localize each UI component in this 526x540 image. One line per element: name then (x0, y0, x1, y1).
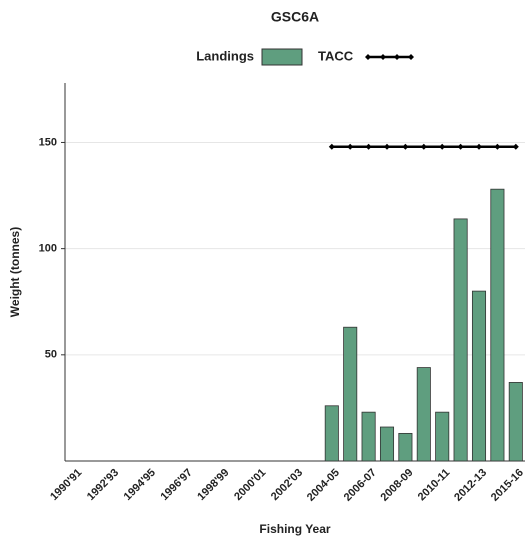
x-tick-label: 2004-05 (305, 467, 342, 504)
bar (398, 432, 413, 462)
x-tick-label: 2002'03 (269, 467, 305, 503)
x-tick-label: 1994'95 (122, 467, 158, 503)
legend-line (365, 54, 414, 60)
line-marker (457, 143, 464, 150)
x-tick-label: 2015-16 (489, 467, 526, 504)
bar (453, 218, 468, 462)
line-marker (420, 143, 427, 150)
bar (435, 411, 450, 462)
line-marker (512, 143, 519, 150)
line-marker (402, 143, 409, 150)
bar (490, 188, 505, 462)
line-marker (347, 143, 354, 150)
x-tick-label: 1992'93 (85, 467, 121, 503)
x-axis-title: Fishing Year (259, 522, 330, 536)
bar (324, 405, 339, 462)
bar (416, 367, 431, 462)
bar (361, 411, 376, 462)
legend-label: Landings (196, 48, 254, 63)
y-tick-label: 50 (45, 349, 57, 361)
line-marker (328, 143, 335, 150)
bar (343, 326, 358, 462)
x-tick-label: 2006-07 (342, 467, 379, 504)
line-marker (494, 143, 501, 150)
x-tick-label: 1998'99 (195, 467, 231, 503)
x-tick-label: 2010-11 (416, 467, 453, 504)
bar (379, 426, 395, 462)
bar (471, 290, 487, 462)
line-marker (384, 143, 390, 150)
bar (508, 382, 523, 462)
y-tick-label: 100 (39, 243, 57, 255)
x-tick-label: 2012-13 (452, 467, 489, 504)
x-tick-label: 2000'01 (232, 467, 268, 503)
chart-title: GSC6A (271, 9, 319, 25)
y-axis-title: Weight (tonnes) (8, 227, 22, 317)
line-marker (476, 143, 482, 150)
x-tick-label: 1990'91 (48, 467, 84, 503)
x-tick-label: 2008-09 (379, 467, 416, 504)
line-marker (439, 143, 446, 150)
x-tick-label: 1996'97 (158, 467, 194, 503)
legend: Landings TACC (196, 48, 414, 66)
legend-label: TACC (318, 48, 354, 63)
legend-swatch (261, 48, 303, 66)
y-tick-label: 150 (39, 136, 57, 148)
line-marker (365, 143, 372, 150)
